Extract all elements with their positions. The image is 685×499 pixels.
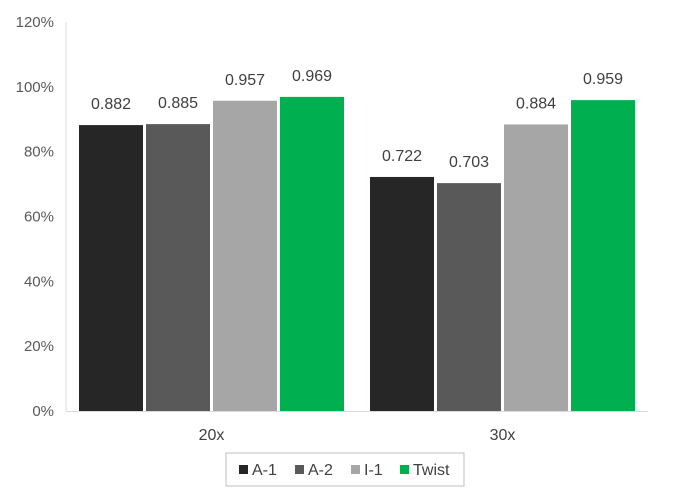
bar-i-1-30x [504,124,568,411]
data-label: 0.884 [516,95,556,112]
legend[interactable]: A-1 A-2 I-1 Twist [225,452,465,487]
x-axis: 20x 30x [66,411,648,444]
data-label: 0.882 [91,96,131,113]
bar-twist-30x [571,100,635,411]
legend-swatch-twist [400,465,409,474]
y-tick-label: 20% [24,338,54,355]
legend-swatch-i-1 [351,465,360,474]
y-axis: 0% 20% 40% 60% 80% 100% 120% [16,14,67,420]
legend-box [225,452,465,487]
y-tick-label: 100% [16,79,54,96]
y-tick-label: 80% [24,144,54,161]
bar-a-2-30x [437,183,501,411]
legend-label-a-2: A-2 [308,462,333,479]
bar-a-1-20x [79,125,143,412]
legend-label-a-1: A-1 [252,462,277,479]
y-tick-label: 40% [24,273,54,290]
data-label: 0.969 [292,68,332,85]
bar-a-2-20x [146,124,210,412]
bar-i-1-20x [213,100,277,412]
legend-label-twist: Twist [413,462,450,479]
legend-swatch-a-1 [239,465,248,474]
bar-twist-20x [280,96,344,411]
data-label: 0.957 [225,72,265,89]
data-label: 0.722 [382,148,422,165]
bar-a-1-30x [370,176,434,411]
legend-label-i-1: I-1 [364,462,383,479]
data-label: 0.703 [449,154,489,171]
plot-area: 0.882 0.885 0.957 0.969 0.722 0.703 0.884 0.959 [79,68,635,412]
data-label: 0.959 [583,71,623,88]
data-label: 0.885 [158,95,198,112]
x-tick-label: 20x [199,427,225,444]
y-tick-label: 0% [32,403,54,420]
y-tick-label: 120% [16,14,54,31]
legend-swatch-a-2 [295,465,304,474]
y-tick-label: 60% [24,209,54,226]
x-tick-label: 30x [490,427,516,444]
